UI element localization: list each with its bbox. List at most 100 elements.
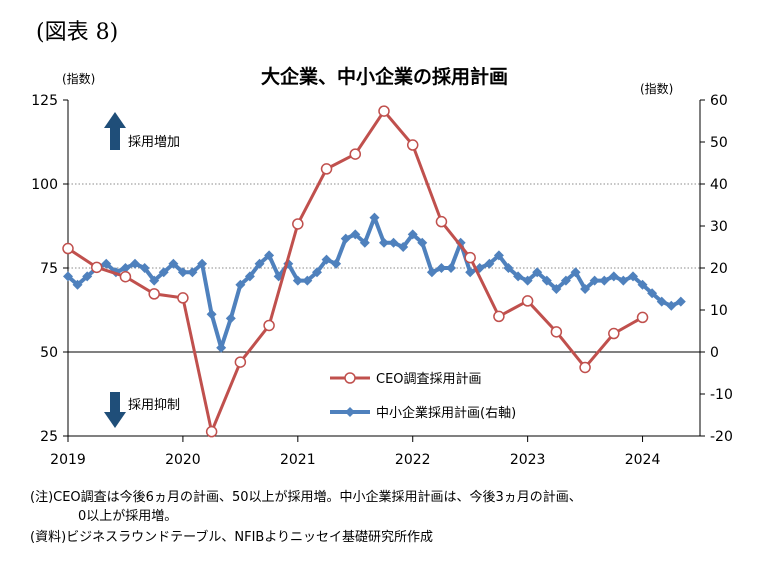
- nfib-series-line: [66, 215, 682, 350]
- right-tick-label: 30: [710, 219, 728, 235]
- nfib-point: [560, 275, 571, 286]
- ceo-point: [636, 311, 649, 324]
- nfib-point: [216, 342, 227, 353]
- nfib-point: [465, 267, 476, 278]
- nfib-point: [254, 258, 265, 269]
- nfib-point: [206, 309, 217, 320]
- nfib-point: [158, 267, 169, 278]
- nfib-point: [225, 313, 236, 324]
- nfib-point: [493, 250, 504, 261]
- nfib-point: [168, 258, 179, 269]
- x-tick-label: 2023: [510, 452, 546, 468]
- ceo-point: [119, 270, 132, 283]
- nfib-point: [608, 271, 619, 282]
- nfib-point: [321, 254, 332, 265]
- ceo-point: [234, 356, 247, 368]
- nfib-point: [340, 233, 351, 244]
- nfib-point: [666, 300, 677, 311]
- nfib-point: [129, 258, 140, 269]
- nfib-point: [187, 267, 198, 278]
- nfib-point: [350, 229, 361, 240]
- ceo-point: [521, 295, 534, 307]
- nfib-point: [426, 267, 437, 278]
- ceo-point: [90, 261, 103, 274]
- x-tick-label: 2020: [165, 452, 201, 468]
- ceo-point: [263, 319, 275, 332]
- left-axis-unit: (指数): [62, 72, 96, 86]
- nfib-point: [647, 288, 658, 299]
- nfib-point: [580, 284, 591, 294]
- right-tick-label: 0: [710, 345, 719, 361]
- nfib-point: [675, 296, 686, 307]
- nfib-point: [331, 258, 342, 269]
- nfib-point: [551, 284, 562, 294]
- nfib-point: [359, 237, 370, 248]
- annotation-increase: 採用増加: [128, 135, 180, 150]
- legend-nfib-marker: [345, 407, 355, 417]
- legend-ceo-label: CEO調査採用計画: [376, 371, 482, 387]
- source-note: (資料)ビジネスラウンドテーブル、NFIBよりニッセイ基礎研究所作成: [30, 530, 434, 545]
- ceo-point: [608, 327, 620, 340]
- nfib-point: [244, 271, 255, 282]
- nfib-point: [149, 275, 160, 286]
- right-tick-label: -10: [710, 387, 733, 403]
- nfib-point: [417, 237, 428, 248]
- ceo-point: [378, 105, 390, 117]
- left-tick-label: 50: [40, 345, 58, 361]
- ceo-point: [320, 163, 333, 175]
- right-tick-label: -20: [710, 429, 733, 445]
- left-tick-label: 125: [31, 93, 58, 109]
- x-tick-label: 2019: [50, 452, 86, 468]
- nfib-point: [532, 267, 543, 278]
- nfib-point: [436, 263, 447, 273]
- nfib-point: [369, 212, 380, 223]
- arrow-up-icon: [104, 112, 126, 150]
- chart-title: 大企業、中小企業の採用計画: [260, 66, 508, 88]
- right-tick-label: 40: [710, 177, 728, 193]
- right-tick-label: 50: [710, 135, 728, 151]
- nfib-point: [637, 279, 648, 290]
- right-tick-label: 60: [710, 93, 728, 109]
- footnote-line-2: 0以上が採用増。: [78, 509, 178, 524]
- x-tick-label: 2022: [395, 452, 431, 468]
- nfib-point: [589, 275, 600, 286]
- ceo-point: [148, 288, 160, 300]
- nfib-point: [235, 279, 246, 290]
- ceo-point: [205, 425, 218, 438]
- nfib-point: [101, 258, 112, 269]
- nfib-point: [302, 275, 313, 286]
- nfib-point: [618, 275, 629, 286]
- nfib-point: [120, 263, 131, 273]
- left-tick-label: 75: [40, 261, 58, 277]
- figure-label: (図表 8): [36, 20, 119, 45]
- nfib-point: [197, 258, 208, 269]
- nfib-point: [292, 275, 303, 286]
- nfib-point: [63, 271, 73, 282]
- nfib-point: [513, 271, 524, 282]
- ceo-point: [62, 242, 74, 255]
- x-tick-label: 2021: [280, 452, 316, 468]
- ceo-point: [435, 215, 448, 228]
- nfib-point: [628, 271, 639, 282]
- legend-nfib-label: 中小企業採用計画(右軸): [376, 405, 516, 421]
- right-axis-unit: (指数): [640, 82, 674, 96]
- nfib-point: [522, 275, 533, 286]
- ceo-point: [406, 139, 419, 151]
- nfib-point: [388, 237, 399, 248]
- right-tick-label: 10: [710, 303, 728, 319]
- nfib-point: [177, 267, 188, 278]
- nfib-point: [656, 296, 667, 307]
- nfib-point: [407, 229, 418, 240]
- left-tick-label: 25: [40, 429, 58, 445]
- ceo-point: [464, 251, 476, 264]
- nfib-point: [72, 279, 83, 290]
- nfib-point: [398, 242, 409, 252]
- ceo-point: [177, 292, 189, 304]
- x-tick-label: 2024: [625, 452, 661, 468]
- nfib-point: [139, 263, 150, 273]
- ceo-point: [493, 310, 505, 323]
- left-tick-label: 100: [31, 177, 58, 193]
- nfib-point: [599, 275, 610, 286]
- nfib-point: [379, 237, 389, 248]
